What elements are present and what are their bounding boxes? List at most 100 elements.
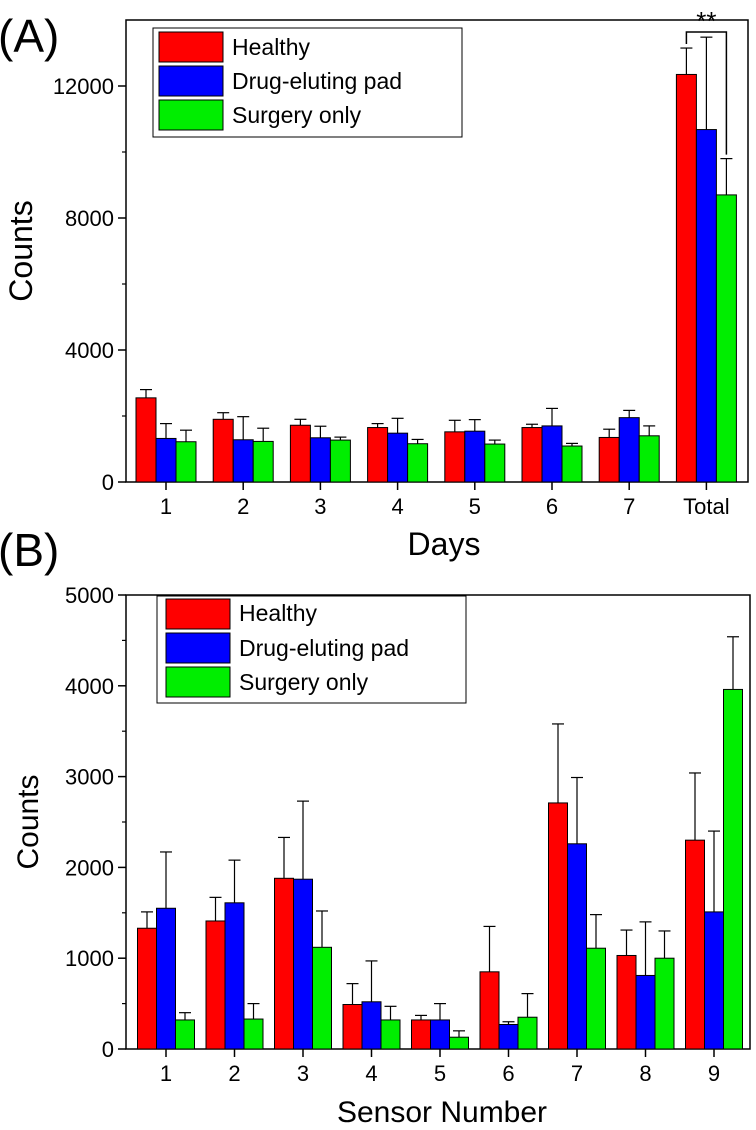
panel-b-bar xyxy=(567,843,587,1050)
panel-a-bar xyxy=(252,440,274,483)
panel-b-x-tick-label: 8 xyxy=(639,1061,651,1086)
panel-a-bar xyxy=(484,443,506,483)
panel-a-x-tick-label: 5 xyxy=(469,494,481,519)
panel-b-x-tick-label: 9 xyxy=(708,1061,720,1086)
panel-b-y-tick-label: 4000 xyxy=(65,674,114,699)
panel-a-y-axis: 0 4000 8000 12000 xyxy=(53,74,126,495)
panel-b-bar xyxy=(723,688,743,1050)
panel-a-label: (A) xyxy=(0,10,59,62)
panel-b-bar xyxy=(548,802,568,1050)
panel-b-bars xyxy=(137,636,743,1050)
panel-a-bar xyxy=(541,425,563,483)
panel-b-legend-label-healthy: Healthy xyxy=(239,600,317,626)
panel-a-bar xyxy=(675,73,697,483)
panel-a-bar xyxy=(329,439,351,483)
panel-b-label: (B) xyxy=(0,524,59,576)
panel-a-bar xyxy=(715,194,737,483)
panel-a-bar xyxy=(638,435,660,483)
panel-b-bar xyxy=(616,954,637,1050)
panel-b-y-tick-label: 1000 xyxy=(65,946,114,971)
panel-b-legend-label-drug: Drug-eluting pad xyxy=(239,635,409,661)
panel-b-x-tick-label: 5 xyxy=(434,1061,446,1086)
panel-a-bar xyxy=(444,431,466,483)
panel-a-significance: ** xyxy=(685,6,728,155)
panel-a-legend-label-surgery: Surgery only xyxy=(232,102,362,128)
panel-a: (A) 0 4000 8000 12000 1 2 3 4 5 6 7 Total ** Count… xyxy=(0,6,749,562)
panel-b-bar xyxy=(224,902,245,1050)
panel-b-bar xyxy=(586,947,606,1050)
panel-a-legend-swatch-drug xyxy=(158,65,224,97)
panel-a-x-tick-label: 1 xyxy=(160,494,172,519)
panel-b-bar xyxy=(205,920,226,1050)
panel-a-bar xyxy=(135,397,157,483)
panel-b-bar xyxy=(654,957,675,1050)
panel-b-bar xyxy=(380,1019,401,1050)
panel-b-bar xyxy=(685,839,705,1050)
panel-a-x-title: Days xyxy=(408,526,481,562)
panel-b-bar xyxy=(175,1019,195,1050)
panel-b-y-title: Counts xyxy=(12,774,45,869)
panel-b-legend-swatch-drug xyxy=(165,632,231,664)
panel-a-bar xyxy=(367,427,389,483)
panel-a-y-tick-label: 8000 xyxy=(65,206,114,231)
panel-b-x-tick-label: 6 xyxy=(502,1061,514,1086)
panel-b-x-tick-label: 3 xyxy=(297,1061,309,1086)
panel-a-x-axis: 1 2 3 4 5 6 7 Total xyxy=(160,482,730,519)
panel-a-bars xyxy=(135,36,737,483)
panel-a-x-tick-label: 6 xyxy=(546,494,558,519)
panel-b-y-tick-label: 5000 xyxy=(65,583,114,608)
panel-b-bar xyxy=(293,878,313,1050)
panel-a-bar xyxy=(521,427,543,483)
panel-a-bar xyxy=(407,443,429,483)
panel-b-bar xyxy=(411,1019,431,1050)
panel-b-legend-swatch-surgery xyxy=(165,666,231,698)
panel-a-bar xyxy=(232,439,254,483)
panel-b-bar xyxy=(517,1016,538,1050)
panel-a-legend-swatch-surgery xyxy=(158,99,224,131)
panel-b-y-tick-label: 2000 xyxy=(65,855,114,880)
panel-b-bar xyxy=(156,907,176,1050)
panel-b-bar xyxy=(274,877,294,1050)
panel-a-bar xyxy=(289,424,311,483)
panel-b-legend-label-surgery: Surgery only xyxy=(239,669,369,695)
panel-a-bar xyxy=(387,432,409,483)
panel-b-legend-swatch-healthy xyxy=(165,598,231,630)
panel-b-bar xyxy=(498,1023,519,1050)
panel-a-bar xyxy=(464,430,486,483)
panel-b-x-axis: 1 2 3 4 5 6 7 8 9 xyxy=(160,1049,720,1086)
panel-a-bar xyxy=(155,437,177,483)
panel-a-bar xyxy=(212,418,234,483)
panel-b-legend: Healthy Drug-eluting pad Surgery only xyxy=(156,595,467,704)
panel-a-legend-label-drug: Drug-eluting pad xyxy=(232,68,402,94)
panel-b-bar xyxy=(635,974,656,1050)
panel-a-x-tick-label: 7 xyxy=(623,494,635,519)
panel-b-x-tick-label: 7 xyxy=(571,1061,583,1086)
significance-marker: ** xyxy=(696,6,716,36)
panel-a-plot-frame xyxy=(125,19,749,483)
panel-a-x-tick-label: 3 xyxy=(314,494,326,519)
panel-b-x-tick-label: 1 xyxy=(160,1061,172,1086)
panel-b-bar xyxy=(342,1004,363,1050)
panel-a-bar xyxy=(618,417,640,483)
panel-a-y-tick-label: 12000 xyxy=(53,74,114,99)
panel-a-x-tick-label: Total xyxy=(683,494,729,519)
panel-a-bar xyxy=(695,129,717,483)
panel-b-bar xyxy=(430,1019,450,1050)
panel-b-y-tick-label: 0 xyxy=(102,1037,114,1062)
panel-a-bar xyxy=(598,436,620,483)
panel-a-y-tick-label: 0 xyxy=(102,470,114,495)
panel-b-y-tick-label: 3000 xyxy=(65,765,114,790)
panel-a-bar xyxy=(175,441,197,483)
panel-a-bar xyxy=(309,437,331,483)
panel-b-bar xyxy=(449,1036,469,1050)
panel-a-y-title: Counts xyxy=(3,200,39,301)
panel-b-x-title: Sensor Number xyxy=(337,1096,547,1129)
panel-b-bar xyxy=(361,1001,382,1050)
panel-a-legend: Healthy Drug-eluting pad Surgery only xyxy=(152,27,463,138)
panel-b-bar xyxy=(704,911,724,1050)
panel-a-x-tick-label: 4 xyxy=(391,494,403,519)
panel-b-bar xyxy=(312,946,332,1050)
panel-b-y-axis: 0 1000 2000 3000 4000 5000 xyxy=(65,583,126,1062)
panel-a-x-tick-label: 2 xyxy=(237,494,249,519)
